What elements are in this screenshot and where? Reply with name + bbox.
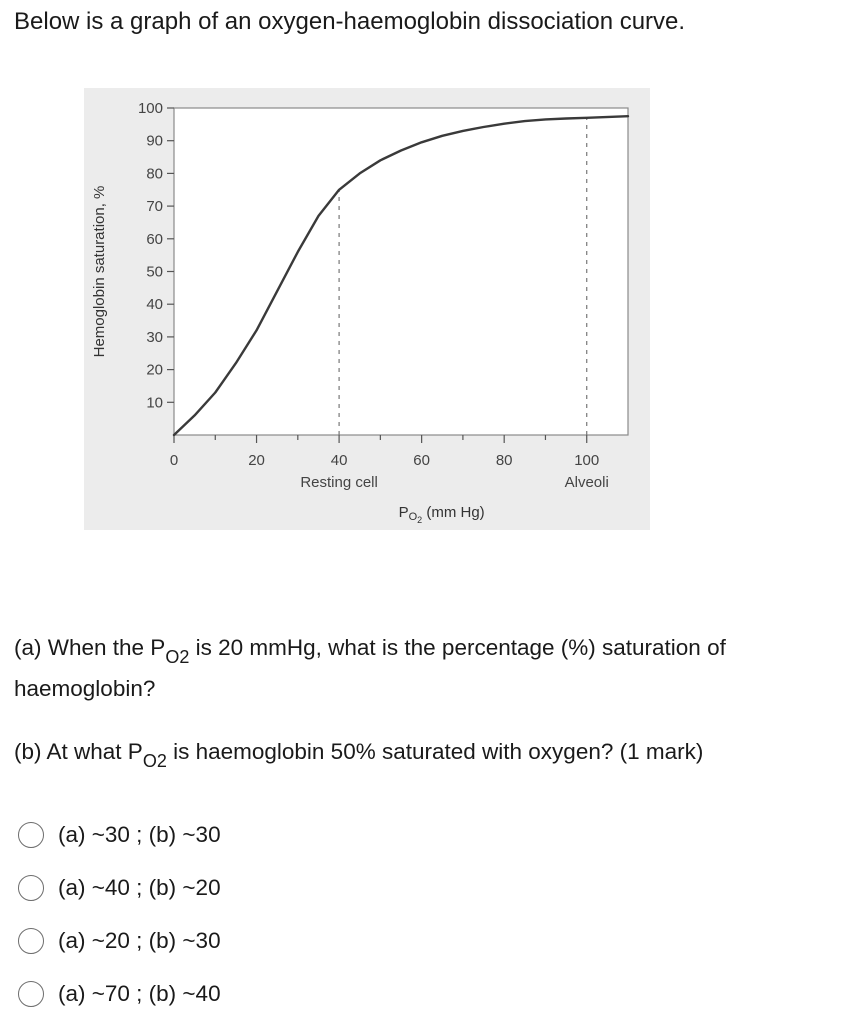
question-a-prefix: (a) When the P xyxy=(14,635,166,660)
y-tick-label: 50 xyxy=(146,264,163,281)
radio-button[interactable] xyxy=(18,927,44,954)
y-tick-label: 70 xyxy=(146,198,163,215)
question-b-subscript: O2 xyxy=(142,751,167,772)
y-tick-label: 100 xyxy=(138,100,163,117)
y-tick-label: 10 xyxy=(146,394,163,411)
answer-option-4[interactable]: (a) ~70 ; (b) ~40 xyxy=(18,967,221,1020)
y-axis-label: Hemoglobin saturation, % xyxy=(91,186,108,358)
answer-options: (a) ~30 ; (b) ~30 (a) ~40 ; (b) ~20 (a) … xyxy=(18,808,221,1020)
radio-button[interactable] xyxy=(18,980,44,1007)
answer-option-label[interactable]: (a) ~40 ; (b) ~20 xyxy=(58,874,221,900)
x-axis-label-unit: (mm Hg) xyxy=(422,504,485,521)
y-tick-label: 20 xyxy=(146,362,163,379)
question-intro: Below is a graph of an oxygen-haemoglobi… xyxy=(14,8,686,35)
dissociation-curve xyxy=(172,115,630,437)
answer-option-3[interactable]: (a) ~20 ; (b) ~30 xyxy=(18,914,221,967)
x-axis-label-symbol: P xyxy=(399,504,409,521)
answer-option-label[interactable]: (a) ~70 ; (b) ~40 xyxy=(58,980,221,1006)
y-tick-label: 90 xyxy=(146,133,163,150)
question-b-prefix: (b) At what P xyxy=(14,739,143,764)
answer-option-2[interactable]: (a) ~40 ; (b) ~20 xyxy=(18,861,221,914)
radio-button[interactable] xyxy=(18,874,44,901)
x-tick-label: 80 xyxy=(496,452,513,469)
x-tick-label: 20 xyxy=(248,452,265,469)
answer-option-label[interactable]: (a) ~20 ; (b) ~30 xyxy=(58,927,221,953)
x-axis-label-subscript-2: 2 xyxy=(417,515,422,525)
x-tick-label: 60 xyxy=(413,452,430,469)
question-a-subscript: O2 xyxy=(165,647,190,668)
y-tick-label: 40 xyxy=(146,296,163,313)
x-axis-label-subscript: O xyxy=(409,511,418,523)
x-annotation: Resting cell xyxy=(300,474,378,491)
question-a: (a) When the PO2 is 20 mmHg, what is the… xyxy=(14,628,844,708)
x-tick-label: 40 xyxy=(331,452,348,469)
x-annotation: Alveoli xyxy=(565,474,609,491)
answer-option-1[interactable]: (a) ~30 ; (b) ~30 xyxy=(18,808,221,861)
question-a-suffix: is 20 mmHg, what is the percentage (%) s… xyxy=(14,635,726,701)
chart-svg: 10 20 30 40 50 60 70 80 90 100 0 20 40 60 80 100 Resting… xyxy=(84,88,650,530)
question-b: (b) At what PO2 is haemoglobin 50% satur… xyxy=(14,732,703,773)
y-tick-label: 30 xyxy=(146,329,163,346)
plot-area xyxy=(173,107,629,436)
question-b-suffix: is haemoglobin 50% saturated with oxygen… xyxy=(166,739,704,764)
x-axis-label: PO2 (mm Hg) xyxy=(399,504,485,525)
radio-button[interactable] xyxy=(18,821,44,848)
x-tick-label: 0 xyxy=(170,452,178,469)
y-tick-label: 60 xyxy=(146,231,163,248)
answer-option-label[interactable]: (a) ~30 ; (b) ~30 xyxy=(58,821,221,847)
dissociation-chart: 10 20 30 40 50 60 70 80 90 100 0 20 40 60 80 100 Resting… xyxy=(84,88,650,530)
x-tick-label: 100 xyxy=(574,452,599,469)
y-tick-label: 80 xyxy=(146,165,163,182)
